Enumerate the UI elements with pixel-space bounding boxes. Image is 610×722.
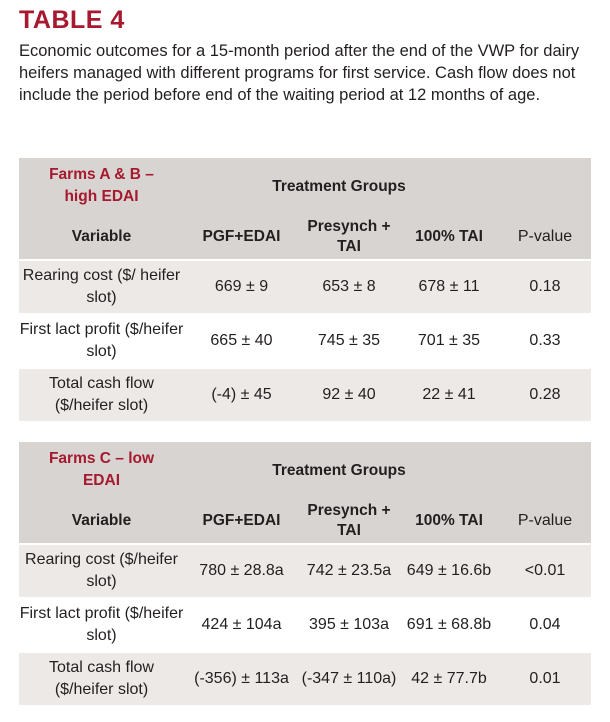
cell-variable: First lact profit ($/heifer slot) bbox=[19, 321, 184, 360]
farm-label-line2: high EDAI bbox=[64, 188, 139, 205]
cell-variable: Total cash flow ($/heifer slot) bbox=[49, 659, 154, 698]
table-row: Total cash flow ($/heifer slot) (-4) ± 4… bbox=[19, 367, 591, 421]
cell-pgf-edai: 780 ± 28.8a bbox=[199, 562, 284, 579]
table-row: First lact profit ($/heifer slot) 665 ± … bbox=[19, 313, 591, 367]
col-header-variable: Variable bbox=[71, 512, 132, 529]
cell-100-tai: 42 ± 77.7b bbox=[411, 670, 487, 687]
cell-presynch-tai: 395 ± 103a bbox=[309, 616, 389, 633]
cell-pgf-edai: 669 ± 9 bbox=[214, 278, 269, 295]
cell-presynch-tai: 742 ± 23.5a bbox=[306, 562, 392, 579]
table-row: Rearing cost ($/ heifer slot) 669 ± 9 65… bbox=[19, 259, 591, 313]
cell-p-value: 0.33 bbox=[529, 332, 561, 349]
cell-variable: Rearing cost ($/ heifer slot) bbox=[22, 267, 181, 306]
cell-variable: Total cash flow ($/heifer slot) bbox=[49, 375, 154, 414]
cell-p-value: <0.01 bbox=[524, 562, 566, 579]
cell-p-value: 0.18 bbox=[529, 278, 561, 295]
col-header-pgf-edai: PGF+EDAI bbox=[202, 228, 281, 245]
col-header-presynch-tai: Presynch + TAI bbox=[307, 502, 391, 539]
col-header-p-value: P-value bbox=[517, 228, 573, 245]
treatment-groups-header: Treatment Groups bbox=[272, 462, 406, 479]
table-row: Total cash flow ($/heifer slot) (-356) ±… bbox=[19, 651, 591, 705]
treatment-groups-header: Treatment Groups bbox=[272, 178, 406, 195]
table-farms-c: Farms C – low EDAI Treatment Groups Vari… bbox=[19, 442, 591, 705]
table-row: First lact profit ($/heifer slot) 424 ± … bbox=[19, 597, 591, 651]
farm-label-line1: Farms C – low bbox=[48, 450, 155, 467]
col-header-variable: Variable bbox=[71, 228, 132, 245]
cell-pgf-edai: (-356) ± 113a bbox=[194, 670, 289, 687]
table-farms-a-b: Farms A & B – high EDAI Treatment Groups… bbox=[19, 158, 591, 421]
cell-100-tai: 22 ± 41 bbox=[422, 386, 476, 403]
cell-pgf-edai: 424 ± 104a bbox=[201, 616, 282, 633]
col-header-pgf-edai: PGF+EDAI bbox=[202, 512, 281, 529]
table-header: Farms A & B – high EDAI Treatment Groups… bbox=[19, 158, 591, 259]
table-caption: Economic outcomes for a 15-month period … bbox=[19, 42, 580, 104]
col-header-100-tai: 100% TAI bbox=[415, 512, 483, 529]
cell-pgf-edai: 665 ± 40 bbox=[210, 332, 273, 349]
farm-label: Farms A & B – high EDAI bbox=[19, 164, 184, 208]
cell-100-tai: 691 ± 68.8b bbox=[406, 616, 492, 633]
farm-label-line1: Farms A & B – bbox=[49, 166, 154, 183]
cell-p-value: 0.04 bbox=[529, 616, 561, 633]
cell-100-tai: 678 ± 11 bbox=[418, 278, 480, 295]
cell-100-tai: 701 ± 35 bbox=[417, 332, 481, 349]
table-header: Farms C – low EDAI Treatment Groups Vari… bbox=[19, 442, 591, 543]
cell-presynch-tai: 745 ± 35 bbox=[317, 332, 381, 349]
cell-variable: Rearing cost ($/heifer slot) bbox=[25, 551, 178, 590]
table-row: Rearing cost ($/heifer slot) 780 ± 28.8a… bbox=[19, 543, 591, 597]
cell-presynch-tai: (-347 ± 110a) bbox=[301, 670, 397, 687]
cell-p-value: 0.01 bbox=[529, 670, 561, 687]
cell-p-value: 0.28 bbox=[529, 386, 561, 403]
cell-pgf-edai: (-4) ± 45 bbox=[211, 386, 272, 403]
cell-variable: First lact profit ($/heifer slot) bbox=[19, 605, 184, 644]
col-header-100-tai: 100% TAI bbox=[415, 228, 483, 245]
farm-label-line2: EDAI bbox=[82, 472, 121, 489]
cell-100-tai: 649 ± 16.6b bbox=[406, 562, 492, 579]
cell-presynch-tai: 92 ± 40 bbox=[322, 386, 376, 403]
col-header-p-value: P-value bbox=[517, 512, 573, 529]
table-title: TABLE 4 bbox=[19, 6, 125, 34]
col-header-presynch-tai: Presynch + TAI bbox=[307, 218, 391, 255]
farm-label: Farms C – low EDAI bbox=[19, 448, 184, 492]
cell-presynch-tai: 653 ± 8 bbox=[322, 278, 376, 295]
